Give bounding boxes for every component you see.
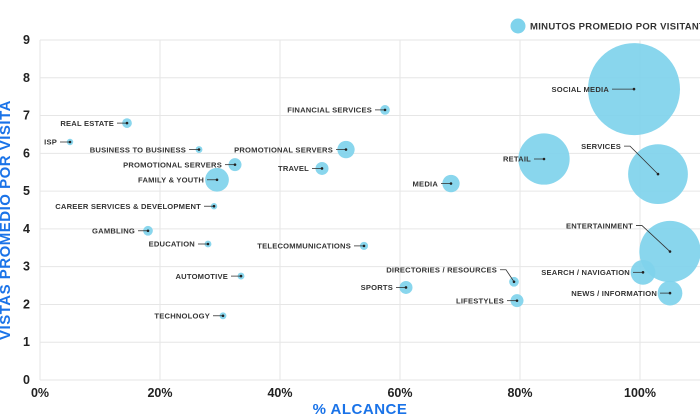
bubble-label: NEWS / INFORMATION bbox=[571, 289, 657, 298]
legend-bubble-swatch bbox=[510, 18, 526, 34]
bubble-label: REAL ESTATE bbox=[60, 119, 114, 128]
bubble-label: FAMILY & YOUTH bbox=[138, 175, 204, 184]
bubble-label: SEARCH / NAVIGATION bbox=[541, 268, 630, 277]
bubble-label: GAMBLING bbox=[92, 226, 135, 235]
anchor-dot bbox=[632, 87, 636, 91]
anchor-dot bbox=[515, 299, 519, 302]
anchor-dot bbox=[68, 140, 72, 144]
y-tick-label: 8 bbox=[23, 71, 30, 85]
legend: MINUTOS PROMEDIO POR VISITANTE bbox=[510, 18, 700, 34]
point-labels: SOCIAL MEDIA FINANCIAL SERVICES REAL ESTAT… bbox=[44, 85, 672, 320]
anchor-dot bbox=[542, 157, 546, 161]
bubble-label: SERVICES bbox=[581, 142, 621, 151]
y-tick-label: 2 bbox=[23, 297, 30, 311]
anchor-dot bbox=[206, 242, 210, 246]
y-axis-title: VISTAS PROMEDIO POR VISITA bbox=[0, 100, 14, 340]
bubble-label: ENTERTAINMENT bbox=[566, 221, 633, 230]
anchor-dot bbox=[512, 280, 516, 284]
x-tick-label: 40% bbox=[267, 386, 292, 400]
anchor-dot bbox=[320, 167, 324, 170]
x-tick-label: 100% bbox=[624, 386, 656, 400]
leader-line bbox=[636, 225, 671, 252]
bubble-label: MEDIA bbox=[413, 179, 439, 188]
grid bbox=[39, 39, 700, 381]
bubble-label: ISP bbox=[44, 138, 57, 147]
anchor-dot bbox=[212, 204, 216, 208]
bubble-label: CAREER SERVICES & DEVELOPMENT bbox=[55, 202, 201, 211]
legend-label: MINUTOS PROMEDIO POR VISITANTE bbox=[530, 22, 700, 33]
y-tick-label: 6 bbox=[23, 146, 30, 160]
leader-line bbox=[500, 269, 515, 282]
y-axis-ticks: 0 1 2 3 4 5 6 7 8 9 bbox=[23, 33, 30, 387]
x-tick-label: 0% bbox=[31, 386, 49, 400]
bubble-label: DIRECTORIES / RESOURCES bbox=[386, 265, 497, 274]
anchor-dot bbox=[362, 244, 366, 248]
anchor-dot bbox=[641, 271, 645, 274]
anchor-dot bbox=[239, 274, 243, 278]
bubble-label: PROMOTIONAL SERVERS bbox=[123, 160, 222, 169]
y-tick-label: 9 bbox=[23, 33, 30, 47]
x-tick-label: 60% bbox=[387, 386, 412, 400]
bubble-label: BUSINESS TO BUSINESS bbox=[90, 145, 186, 154]
y-tick-label: 5 bbox=[23, 184, 30, 198]
y-tick-label: 7 bbox=[23, 109, 30, 123]
bubble-label: EDUCATION bbox=[149, 240, 195, 249]
bubble-label: TRAVEL bbox=[278, 164, 309, 173]
bubble-label: TECHNOLOGY bbox=[154, 311, 210, 320]
anchor-dot bbox=[668, 291, 672, 295]
anchor-dot bbox=[125, 121, 129, 125]
anchor-dot bbox=[344, 148, 348, 151]
bubble-label: SOCIAL MEDIA bbox=[551, 85, 609, 94]
bubble-label: FINANCIAL SERVICES bbox=[287, 106, 372, 115]
x-axis-title: % ALCANCE bbox=[313, 401, 408, 418]
anchor-dot bbox=[656, 172, 660, 176]
bubble-label: SPORTS bbox=[361, 283, 393, 292]
anchor-dot bbox=[668, 250, 672, 253]
anchor-dot bbox=[383, 108, 387, 112]
bubble-label: TELECOMMUNICATIONS bbox=[257, 242, 351, 251]
anchor-dot bbox=[404, 286, 408, 289]
bubble-label: LIFESTYLES bbox=[456, 296, 504, 305]
anchor-dot bbox=[215, 178, 219, 182]
y-tick-label: 3 bbox=[23, 260, 30, 274]
anchor-dot bbox=[197, 148, 201, 151]
x-axis-ticks: 0% 20% 40% 60% 80% 100% bbox=[31, 386, 656, 400]
anchor-dot bbox=[233, 163, 237, 166]
bubble-label: RETAIL bbox=[503, 155, 531, 164]
y-tick-label: 4 bbox=[23, 222, 30, 236]
y-tick-label: 1 bbox=[23, 335, 30, 349]
leader-line bbox=[624, 145, 659, 175]
anchor-dot bbox=[146, 229, 150, 233]
x-tick-label: 20% bbox=[147, 386, 172, 400]
bubble-label: PROMOTIONAL SERVERS bbox=[234, 145, 333, 154]
anchor-dot bbox=[449, 182, 453, 185]
anchor-dot bbox=[221, 314, 225, 318]
bubble-label: AUTOMOTIVE bbox=[176, 272, 229, 281]
y-tick-label: 0 bbox=[23, 373, 30, 387]
x-tick-label: 80% bbox=[507, 386, 532, 400]
